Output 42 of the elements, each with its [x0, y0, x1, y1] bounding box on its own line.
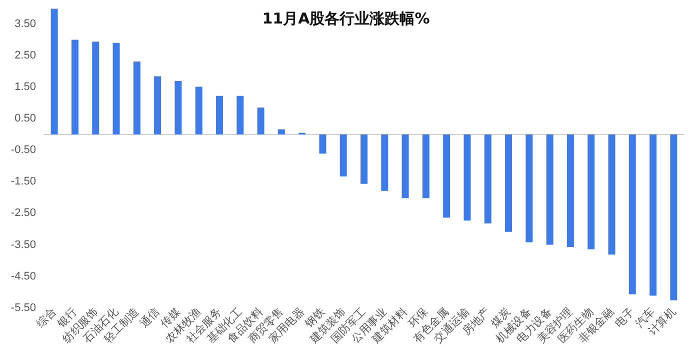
bar	[319, 134, 326, 154]
bar	[464, 134, 471, 220]
bar	[443, 134, 450, 218]
bar	[133, 61, 140, 134]
bar	[112, 42, 120, 134]
bar	[92, 42, 100, 134]
chart-title: 11月A股各行业涨跌幅%	[262, 10, 430, 28]
bar	[278, 129, 285, 134]
bar	[216, 96, 223, 134]
y-tick-label: 1.50	[14, 81, 36, 94]
bar	[257, 108, 264, 134]
y-tick-label: -1.50	[10, 176, 36, 188]
x-tick-label: 通信	[137, 305, 162, 330]
bar	[526, 134, 533, 242]
bar	[195, 86, 202, 134]
bar	[340, 134, 347, 176]
bar	[236, 96, 244, 134]
bar	[546, 134, 554, 245]
y-tick-label: 0.50	[14, 112, 36, 125]
y-tick-label: -0.50	[10, 144, 36, 156]
y-tick-label: -2.50	[10, 207, 36, 220]
y-tick-label: 3.50	[14, 18, 36, 30]
y-tick-label: -4.50	[10, 270, 36, 282]
bar	[670, 134, 678, 300]
bar	[628, 134, 636, 294]
bar	[566, 134, 574, 247]
bar	[174, 81, 182, 134]
y-tick-label: -3.50	[10, 238, 36, 251]
bar	[650, 134, 657, 296]
bar	[154, 76, 162, 134]
bar	[588, 134, 595, 250]
bar	[381, 134, 388, 191]
bar	[71, 40, 78, 134]
bar	[608, 134, 616, 255]
y-tick-label: -5.50	[10, 302, 36, 314]
bar	[360, 134, 368, 184]
bar	[402, 134, 409, 198]
bar	[422, 134, 430, 198]
bar	[505, 134, 512, 232]
bar	[484, 134, 492, 224]
bar	[50, 8, 58, 134]
y-tick-label: 2.50	[14, 49, 36, 62]
